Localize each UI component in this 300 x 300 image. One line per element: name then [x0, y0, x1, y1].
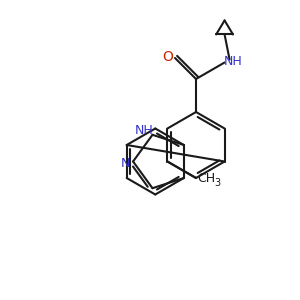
Text: CH: CH	[197, 172, 215, 185]
Text: NH: NH	[224, 55, 243, 68]
Text: O: O	[163, 50, 173, 64]
Text: 3: 3	[214, 178, 220, 188]
Text: N: N	[120, 157, 130, 170]
Text: NH: NH	[135, 124, 154, 137]
